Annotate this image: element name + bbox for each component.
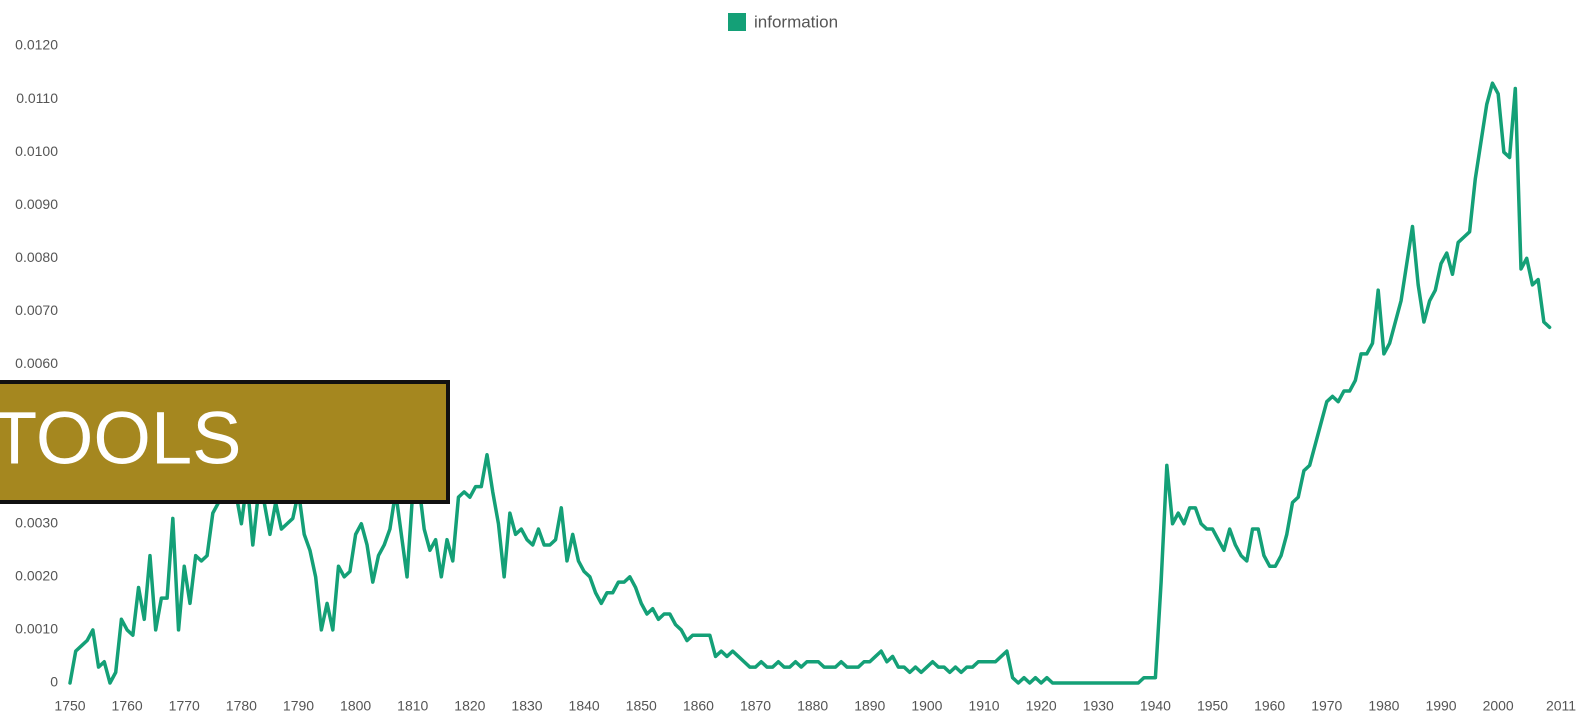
x-tick-label: 1780 [226, 698, 257, 714]
x-tick-label: 1990 [1425, 698, 1456, 714]
x-tick-label: 1870 [740, 698, 771, 714]
plot: 00.00100.00200.00300.00400.00500.00600.0… [15, 37, 1576, 714]
x-tick-label: 1760 [112, 698, 143, 714]
x-tick-label: 1840 [569, 698, 600, 714]
y-tick-label: 0.0080 [15, 249, 58, 265]
x-tick-label: 1980 [1368, 698, 1399, 714]
x-tick-label: 1910 [968, 698, 999, 714]
x-tick-label: 1890 [854, 698, 885, 714]
x-tick-label: 1770 [169, 698, 200, 714]
y-tick-label: 0.0010 [15, 621, 58, 637]
x-tick-label: 1810 [397, 698, 428, 714]
x-tick-label: 1970 [1311, 698, 1342, 714]
legend: information [728, 12, 838, 31]
x-tick-label: 1930 [1083, 698, 1114, 714]
legend-label: information [754, 12, 838, 31]
x-tick-label: 1960 [1254, 698, 1285, 714]
y-tick-label: 0.0060 [15, 355, 58, 371]
x-tick-label: 2011 [1546, 698, 1576, 714]
x-tick-label: 1790 [283, 698, 314, 714]
x-tick-label: 1820 [454, 698, 485, 714]
x-tick-label: 1900 [911, 698, 942, 714]
annotation-box [0, 380, 450, 504]
x-tick-label: 1850 [626, 698, 657, 714]
y-tick-label: 0.0090 [15, 196, 58, 212]
x-tick-label: 2000 [1483, 698, 1514, 714]
x-tick-label: 1940 [1140, 698, 1171, 714]
y-tick-label: 0.0070 [15, 302, 58, 318]
x-tick-label: 1880 [797, 698, 828, 714]
x-tick-label: 1950 [1197, 698, 1228, 714]
data-line [68, 81, 1552, 685]
x-tick-label: 1750 [54, 698, 85, 714]
x-tick-label: 1860 [683, 698, 714, 714]
x-tick-label: 1920 [1026, 698, 1057, 714]
y-tick-label: 0.0100 [15, 143, 58, 159]
annotation-text: TOOLS [0, 397, 242, 480]
y-tick-label: 0.0030 [15, 514, 58, 530]
y-tick-label: 0 [50, 674, 58, 690]
y-tick-label: 0.0110 [16, 90, 58, 106]
x-tick-label: 1800 [340, 698, 371, 714]
y-tick-label: 0.0120 [15, 37, 58, 53]
legend-swatch [728, 13, 746, 31]
y-tick-label: 0.0020 [15, 568, 58, 584]
x-tick-label: 1830 [511, 698, 542, 714]
